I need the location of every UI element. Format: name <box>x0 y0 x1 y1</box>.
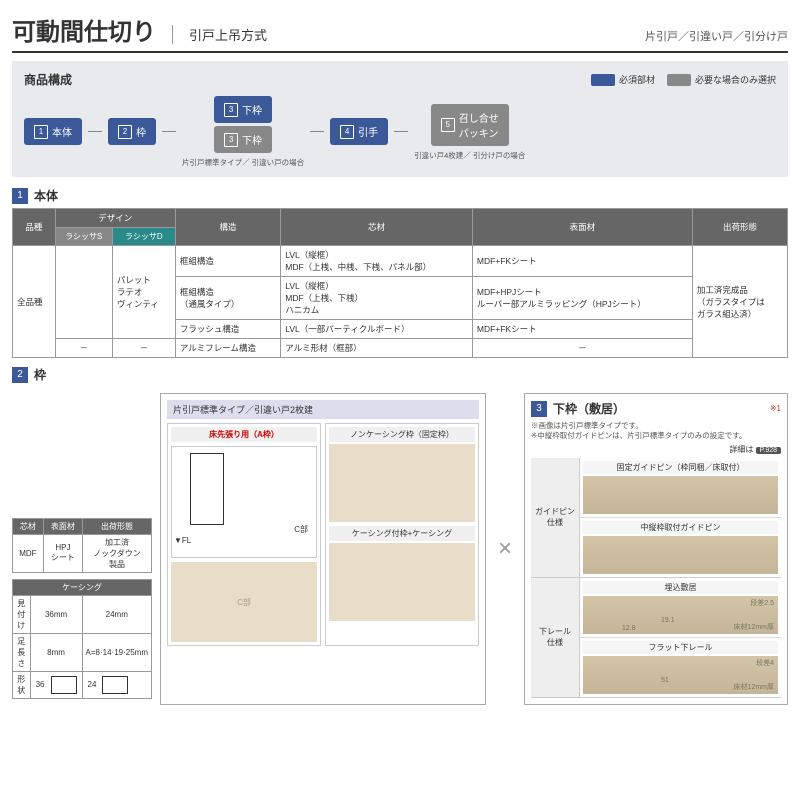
flow-step-2: 2枠 <box>108 118 156 145</box>
frame-label-b: ノンケーシング枠（固定枠） <box>329 427 475 442</box>
threshold-notes: ※画像は片引戸標準タイプです。 ※中縦枠取付ガイドピンは、片引戸標準タイプのみの… <box>531 421 781 441</box>
section-1-num: 1 <box>12 188 28 204</box>
page-title: 可動間仕切り <box>12 12 156 47</box>
flow-step-3a: 3下枠 <box>214 96 272 123</box>
frame-label-c: ケーシング付枠+ケーシング <box>329 526 475 541</box>
flow-sub-5: 引違い戸4枚建／ 引分け戸の場合 <box>414 151 525 160</box>
legend-required: 必須部材 <box>619 75 655 85</box>
rail-img-b: 段差4 51 床材12mm厚 <box>583 656 778 694</box>
casing-table: ケーシング 見付け36mm24mm 足長さ8mmA=8·14·19·25mm 形… <box>12 579 152 699</box>
material-table: 芯材表面材出荷形態 MDFHPJ シート加工済 ノックダウン 製品 <box>12 518 152 573</box>
frame-panel-header: 片引戸標準タイプ／引違い戸2枚建 <box>167 400 479 419</box>
frame-label-a: 床先張り用（A枠） <box>171 427 317 442</box>
section-3-num: 3 <box>531 401 547 417</box>
guide-pin-img-a <box>583 476 778 514</box>
main-body-table: 品種 デザイン 構造 芯材 表面材 出荷形態 ラシッサS ラシッサD 全品種 パ… <box>12 208 788 358</box>
composition-section: 商品構成 必須部材 必要な場合のみ選択 1本体 2枠 3下枠 3下枠 片引戸標準… <box>12 61 788 177</box>
page-ref: P.928 <box>756 447 781 454</box>
section-3-title: 下枠（敷居） <box>553 400 625 417</box>
flow-step-3b: 3下枠 <box>214 126 272 153</box>
frame-panel: 片引戸標準タイプ／引違い戸2枚建 床先張り用（A枠） ▼FL C部 C部 ノンケ… <box>160 393 486 705</box>
frame-photo-a: C部 <box>171 562 317 642</box>
rail-img-a: 段差2.5 19.1 12.8 床材12mm厚 <box>583 596 778 634</box>
frame-photo-b <box>329 444 475 522</box>
frame-photo-c <box>329 543 475 621</box>
flow-step-1: 1本体 <box>24 118 82 145</box>
section-1-title: 本体 <box>34 187 58 204</box>
guide-pin-side: ガイドピン 仕様 <box>531 458 580 577</box>
section-2-title: 枠 <box>34 366 46 383</box>
rail-side: 下レール 仕様 <box>531 578 580 697</box>
section-2-num: 2 <box>12 367 28 383</box>
page-subtitle: 引戸上吊方式 <box>172 25 267 44</box>
page-tags: 片引戸／引違い戸／引分け戸 <box>645 28 788 44</box>
flow-sub-3: 片引戸標準タイプ／ 引違い戸の場合 <box>182 158 304 167</box>
times-icon: × <box>494 535 516 563</box>
composition-title: 商品構成 <box>24 71 72 88</box>
threshold-panel: 3 下枠（敷居） ※1 ※画像は片引戸標準タイプです。 ※中縦枠取付ガイドピンは… <box>524 393 788 705</box>
legend-optional: 必要な場合のみ選択 <box>695 75 776 85</box>
guide-pin-img-b <box>583 536 778 574</box>
flow-step-4: 4引手 <box>330 118 388 145</box>
flow-step-5: 5召し合せ パッキン <box>431 104 509 146</box>
